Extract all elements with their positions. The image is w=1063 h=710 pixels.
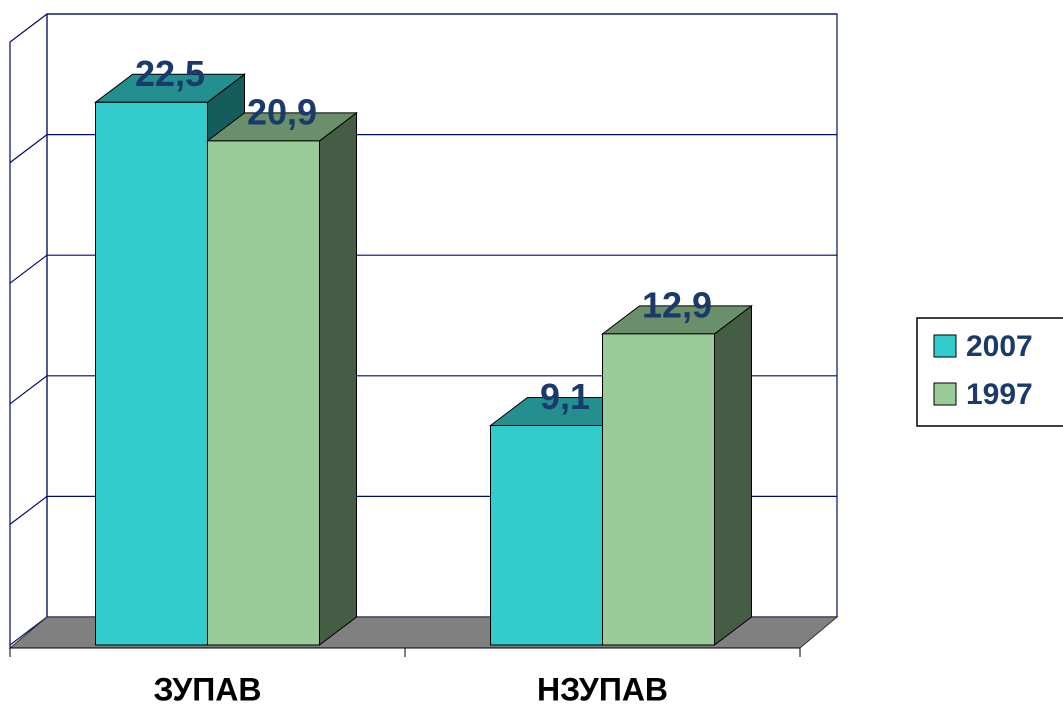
bar-side <box>319 111 357 647</box>
bar <box>206 111 358 647</box>
bar <box>601 304 753 647</box>
legend-swatch <box>933 382 957 406</box>
value-label: 9,1 <box>540 376 590 417</box>
bar-front <box>207 140 320 646</box>
legend-label: 2007 <box>966 330 1033 363</box>
bar-front <box>490 425 603 646</box>
bar-front <box>95 101 208 646</box>
bar-front <box>602 333 715 646</box>
legend-label: 1997 <box>966 378 1033 411</box>
grid-line <box>9 13 837 43</box>
bar-side <box>714 304 752 647</box>
x-tick-label: ЗУПАВ <box>154 671 262 707</box>
value-label: 12,9 <box>642 284 712 325</box>
value-label: 22,5 <box>135 53 205 94</box>
x-tick-label: НЗУПАВ <box>537 671 668 707</box>
legend-swatch <box>933 334 957 358</box>
value-label: 20,9 <box>247 91 317 132</box>
